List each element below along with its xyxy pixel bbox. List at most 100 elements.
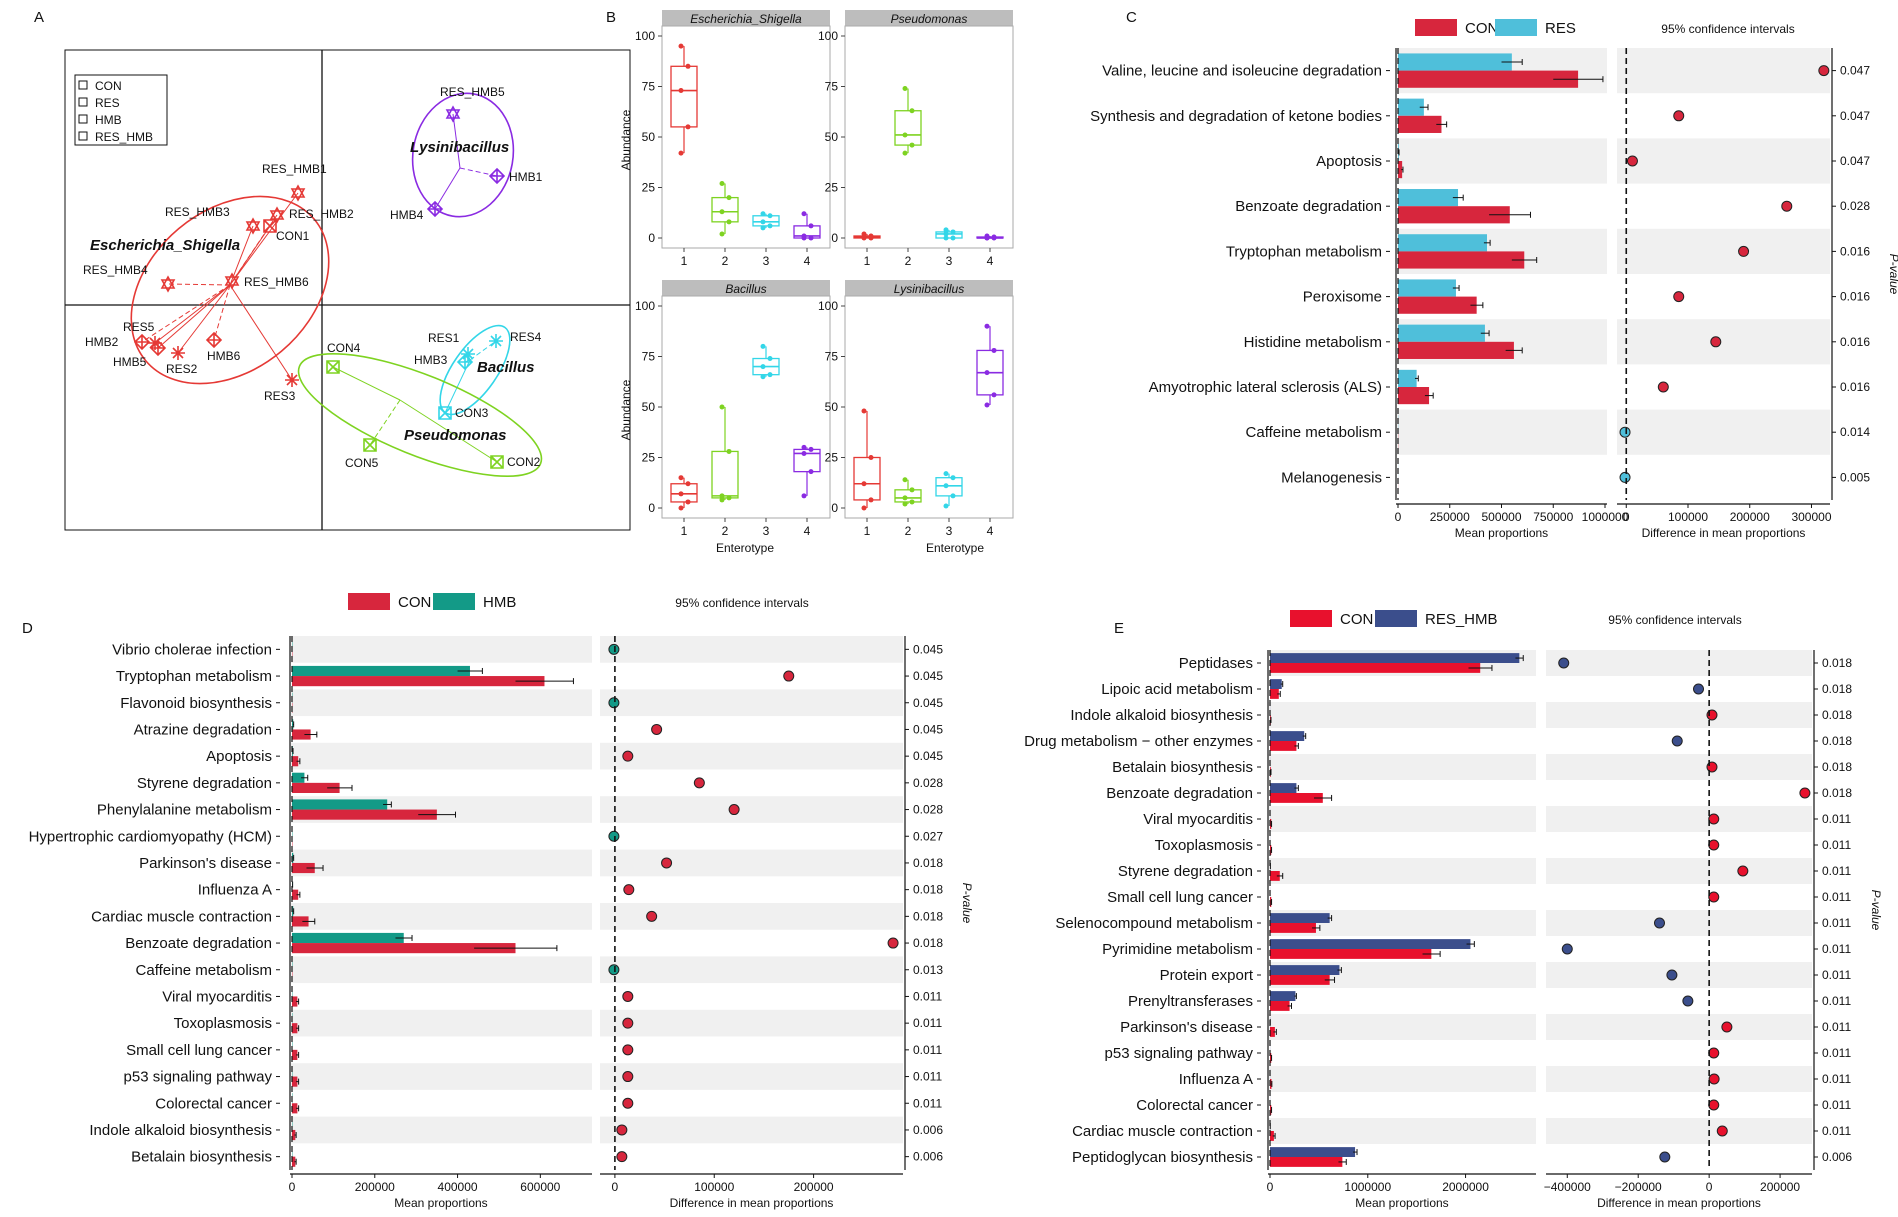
data-point xyxy=(861,408,867,414)
panel-letter-C: C xyxy=(1126,9,1137,26)
row-label: Benzoate degradation xyxy=(125,935,272,952)
sample-point xyxy=(445,105,461,123)
data-point xyxy=(678,43,684,49)
sample-point xyxy=(245,217,261,235)
row-stripe xyxy=(1617,228,1830,274)
data-point xyxy=(726,219,732,225)
bar-con xyxy=(1270,1053,1272,1063)
legend-marker-con xyxy=(78,80,88,90)
panel-letter-D: D xyxy=(22,620,33,637)
row-label: Apoptosis xyxy=(1316,153,1382,170)
p-value: 0.045 xyxy=(913,669,943,683)
row-stripe xyxy=(1546,754,1812,780)
row-label: Cardiac muscle contraction xyxy=(91,908,272,925)
bar-con xyxy=(292,1103,298,1114)
sample-label: RES_HMB6 xyxy=(244,275,309,289)
diff-point xyxy=(622,1097,634,1109)
bar-res_hmb xyxy=(1270,679,1282,689)
data-point xyxy=(861,231,867,237)
row-stripe xyxy=(600,636,903,663)
data-point xyxy=(767,213,773,219)
diff-point xyxy=(1619,471,1631,483)
xtick-label: 0 xyxy=(612,1180,619,1194)
xtick-label: 2 xyxy=(722,254,729,268)
bar-con xyxy=(1270,715,1271,725)
row-label: Viral myocarditis xyxy=(162,988,272,1005)
bar-res_hmb xyxy=(1270,783,1297,793)
p-value: 0.028 xyxy=(913,776,943,790)
sample-point xyxy=(326,360,340,374)
row-label: Pyrimidine metabolism xyxy=(1102,941,1253,958)
sample-label: CON1 xyxy=(276,229,310,243)
row-stripe xyxy=(1546,962,1812,988)
sample-point xyxy=(263,219,277,233)
diff-point xyxy=(608,964,620,976)
row-stripe xyxy=(1268,754,1536,780)
diff-point xyxy=(608,697,620,709)
row-label: Phenylalanine metabolism xyxy=(97,802,272,819)
bar-con xyxy=(1398,296,1477,314)
xtick-label: 0 xyxy=(1267,1180,1274,1194)
panel-a-legend-box xyxy=(74,74,168,146)
diff-point xyxy=(1716,1125,1728,1137)
xtick-label: 600000 xyxy=(520,1180,560,1194)
p-value: 0.011 xyxy=(1822,864,1851,878)
row-stripe xyxy=(1546,910,1812,936)
row-stripe xyxy=(1546,1118,1812,1144)
data-point xyxy=(808,469,814,475)
p-value: 0.018 xyxy=(1822,682,1852,696)
row-stripe xyxy=(290,956,592,984)
bar-res_hmb xyxy=(1270,1147,1356,1157)
xlabel-right: Difference in mean proportions xyxy=(1597,1196,1761,1210)
data-point xyxy=(943,227,949,233)
bar-con xyxy=(1270,871,1280,881)
diff-point xyxy=(1682,995,1694,1007)
sample-label: RES_HMB5 xyxy=(440,85,505,99)
data-point xyxy=(760,225,766,231)
p-value: 0.011 xyxy=(1822,1020,1851,1034)
strip-1 xyxy=(845,10,1013,26)
bar-res xyxy=(1398,53,1512,71)
row-label: Valine, leucine and isoleucine degradati… xyxy=(1102,63,1382,80)
row-label: Peptidoglycan biosynthesis xyxy=(1072,1149,1253,1166)
cluster-link xyxy=(229,225,254,286)
bar-con xyxy=(292,756,299,767)
cluster-name-escherichia_shigella: Escherichia_Shigella xyxy=(90,237,240,254)
row-stripe xyxy=(290,636,592,663)
sample-label: CON4 xyxy=(327,341,361,355)
bar-con xyxy=(1398,115,1442,133)
row-label: Amyotrophic lateral sclerosis (ALS) xyxy=(1149,379,1382,396)
bar-con xyxy=(1270,1105,1272,1115)
ytick-label: 75 xyxy=(825,350,839,364)
p-value: 0.018 xyxy=(1822,786,1852,800)
ytick-label: 25 xyxy=(825,181,839,195)
bar-hmb xyxy=(292,665,470,677)
strip-0 xyxy=(662,10,830,26)
xtick-label: 750000 xyxy=(1533,510,1573,524)
bar-hmb xyxy=(292,932,404,944)
bar-con xyxy=(1270,689,1279,699)
ytick-label: 50 xyxy=(642,400,656,414)
sample-point xyxy=(489,334,503,348)
row-stripe xyxy=(1268,806,1536,832)
p-value: 0.018 xyxy=(1822,734,1852,748)
bar-con xyxy=(1270,897,1272,907)
p-value: 0.047 xyxy=(1840,109,1870,123)
sample-point xyxy=(285,373,299,387)
data-point xyxy=(767,223,773,229)
diff-point xyxy=(622,1071,634,1083)
sample-point xyxy=(488,167,506,185)
sample-label: RES2 xyxy=(166,362,198,376)
diff-point xyxy=(623,884,635,896)
row-label: Betalain biosynthesis xyxy=(131,1149,272,1166)
data-point xyxy=(943,483,949,489)
data-point xyxy=(943,503,949,509)
diff-point xyxy=(608,830,620,842)
bar-res xyxy=(1398,234,1488,252)
data-point xyxy=(808,223,814,229)
sample-point xyxy=(160,275,176,293)
diff-point xyxy=(622,750,634,762)
p-value: 0.016 xyxy=(1840,335,1870,349)
ytick-label: 0 xyxy=(831,231,838,245)
row-label: Caffeine metabolism xyxy=(1246,424,1382,441)
